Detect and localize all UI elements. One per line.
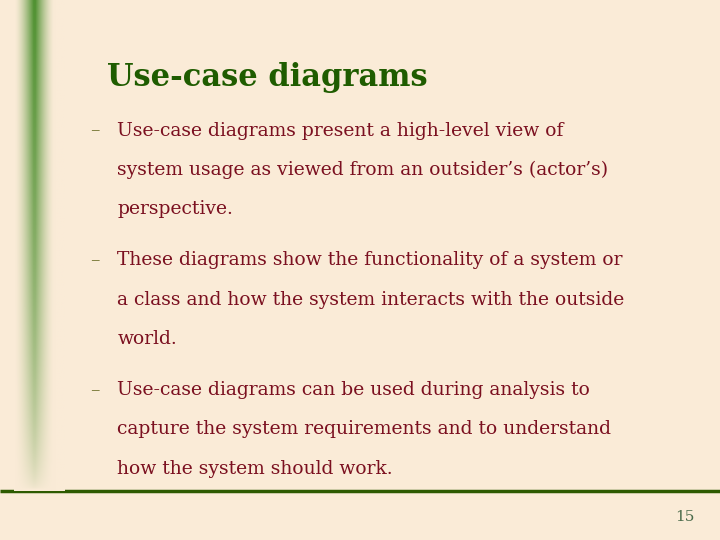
Text: system usage as viewed from an outsider’s (actor’s): system usage as viewed from an outsider’… <box>117 161 608 179</box>
Text: world.: world. <box>117 330 177 348</box>
Text: perspective.: perspective. <box>117 200 233 218</box>
Text: These diagrams show the functionality of a system or: These diagrams show the functionality of… <box>117 251 623 269</box>
Text: –: – <box>90 122 99 139</box>
Text: Use-case diagrams present a high-level view of: Use-case diagrams present a high-level v… <box>117 122 564 139</box>
Text: a class and how the system interacts with the outside: a class and how the system interacts wit… <box>117 291 625 308</box>
Text: –: – <box>90 251 99 269</box>
Text: Use-case diagrams can be used during analysis to: Use-case diagrams can be used during ana… <box>117 381 590 399</box>
Text: Use-case diagrams: Use-case diagrams <box>107 62 427 93</box>
Text: capture the system requirements and to understand: capture the system requirements and to u… <box>117 420 611 438</box>
Bar <box>0 486 720 540</box>
Text: –: – <box>90 381 99 399</box>
Text: how the system should work.: how the system should work. <box>117 460 393 477</box>
Text: 15: 15 <box>675 510 695 524</box>
